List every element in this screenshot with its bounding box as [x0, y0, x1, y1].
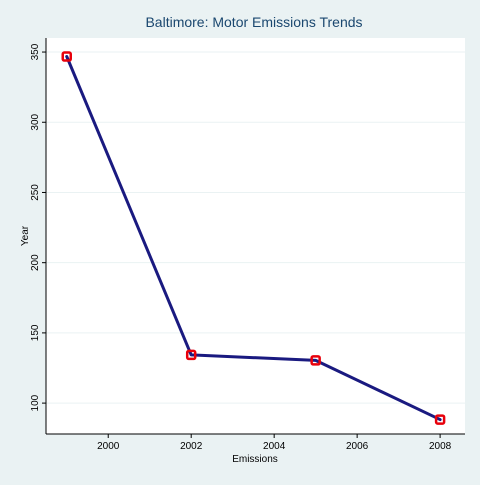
y-tick-label: 150: [30, 324, 41, 341]
data-point: [310, 355, 321, 366]
y-tick-label: 350: [30, 43, 41, 60]
x-tick-label: 2002: [180, 441, 203, 452]
y-ticks: 100 150 200 250 300 350: [30, 43, 46, 411]
data-point: [61, 51, 72, 62]
grid-lines: [46, 51, 465, 404]
y-tick-label: 250: [30, 184, 41, 201]
data-point: [434, 414, 446, 425]
data-point: [185, 349, 197, 361]
x-ticks: 2000 2002 2004 2006 2008: [97, 434, 452, 452]
x-tick-label: 2006: [346, 441, 369, 452]
x-axis-label: Emissions: [232, 454, 278, 465]
series-lines: [65, 55, 442, 422]
series-line: [65, 55, 442, 422]
y-tick-label: 200: [30, 254, 41, 271]
x-tick-label: 2000: [97, 441, 120, 452]
plot-area: [46, 38, 465, 434]
x-tick-label: 2004: [263, 441, 286, 452]
y-axis-label: Year: [20, 225, 31, 246]
x-tick-label: 2008: [429, 441, 452, 452]
chart-title: Baltimore: Motor Emissions Trends: [145, 14, 362, 30]
y-tick-label: 100: [30, 394, 41, 411]
series-points: [61, 51, 446, 425]
y-tick-label: 300: [30, 113, 41, 130]
